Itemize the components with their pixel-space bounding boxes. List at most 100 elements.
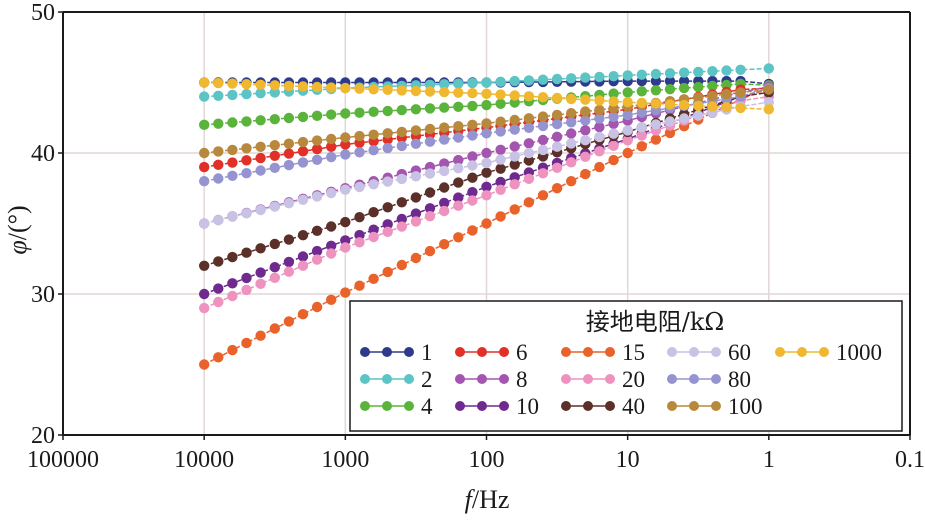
data-point <box>453 177 464 188</box>
data-point <box>453 192 464 203</box>
data-point <box>481 181 492 192</box>
data-point <box>382 202 393 213</box>
data-point <box>439 205 450 217</box>
data-point <box>453 101 464 113</box>
data-point <box>269 262 280 273</box>
legend-swatch-marker <box>583 401 593 411</box>
data-point <box>241 79 252 90</box>
legend-title: 接地电阻/kΩ <box>586 308 725 336</box>
legend-swatch-marker <box>455 401 465 411</box>
data-point <box>537 168 549 179</box>
data-point <box>580 106 591 117</box>
data-point <box>622 87 633 98</box>
data-point <box>424 203 436 214</box>
legend-label: 100 <box>728 394 763 419</box>
data-point <box>199 176 210 187</box>
data-point <box>707 80 718 92</box>
legend-swatch-marker <box>477 374 487 384</box>
data-point <box>481 167 492 178</box>
data-point <box>523 173 535 184</box>
data-point <box>580 151 591 162</box>
data-point <box>453 200 464 211</box>
data-point <box>580 135 591 146</box>
series-line-100 <box>204 88 769 154</box>
data-point <box>311 143 323 155</box>
data-point <box>199 302 210 314</box>
y-tick-label: 50 <box>31 0 55 26</box>
data-point <box>580 125 591 136</box>
data-point <box>396 197 407 208</box>
data-point <box>340 287 351 298</box>
legend-swatch-marker <box>561 347 571 357</box>
data-point <box>382 176 393 187</box>
data-point <box>453 163 464 174</box>
data-point <box>326 294 337 305</box>
legend-item-15: 15 <box>561 340 645 365</box>
data-point <box>424 187 436 198</box>
data-point <box>481 147 492 159</box>
legend-swatch-marker <box>561 374 571 384</box>
data-point <box>269 201 280 212</box>
data-point <box>199 77 210 88</box>
legend-item-20: 20 <box>561 367 645 392</box>
data-point <box>664 75 676 87</box>
data-point <box>255 278 266 289</box>
series-line-40 <box>203 91 769 267</box>
data-point <box>495 89 506 100</box>
legend-swatch-marker <box>667 347 677 357</box>
data-point <box>537 190 549 201</box>
data-point <box>269 323 280 334</box>
data-point <box>269 80 280 91</box>
data-point <box>241 116 252 127</box>
data-point <box>269 272 280 283</box>
legend-swatch-marker <box>499 401 509 411</box>
data-point <box>396 85 407 96</box>
data-point <box>439 102 450 113</box>
legend-swatch-marker <box>605 347 615 357</box>
data-point <box>396 173 407 185</box>
data-point <box>311 135 323 146</box>
data-point <box>241 208 252 219</box>
series-line-20 <box>203 95 769 309</box>
data-point <box>311 254 323 265</box>
legend-swatch-marker <box>404 374 414 384</box>
data-point <box>424 86 436 97</box>
data-point <box>255 141 266 152</box>
data-point <box>396 104 407 116</box>
data-point <box>424 103 436 114</box>
x-axis-title: f/Hz <box>465 485 510 514</box>
data-point <box>424 168 436 179</box>
data-point <box>241 337 252 349</box>
data-point <box>566 176 577 187</box>
data-point <box>467 187 478 198</box>
series-line-1000 <box>204 81 769 111</box>
data-point <box>594 121 605 133</box>
data-point <box>213 159 224 170</box>
data-point <box>735 64 746 76</box>
data-point <box>283 198 295 209</box>
data-point <box>467 119 478 130</box>
legend-item-2: 2 <box>360 367 433 392</box>
y-tick-label: 30 <box>31 282 55 308</box>
data-point <box>481 128 492 139</box>
data-point <box>439 182 450 193</box>
data-point <box>453 132 464 143</box>
data-point <box>622 135 633 146</box>
data-point <box>311 301 323 313</box>
series-1000 <box>199 77 774 115</box>
legend-box <box>349 300 903 432</box>
data-point <box>608 140 619 151</box>
data-point <box>509 179 520 190</box>
data-point <box>763 84 774 95</box>
legend-label: 15 <box>622 340 645 365</box>
legend-label: 2 <box>421 367 433 392</box>
data-point <box>241 155 252 166</box>
data-point <box>283 148 295 159</box>
data-point <box>213 118 224 129</box>
data-point <box>495 144 506 155</box>
data-point <box>340 82 351 94</box>
legend-swatch-marker <box>360 401 370 411</box>
data-point <box>509 90 520 101</box>
data-point <box>537 120 549 132</box>
data-point <box>707 101 718 112</box>
